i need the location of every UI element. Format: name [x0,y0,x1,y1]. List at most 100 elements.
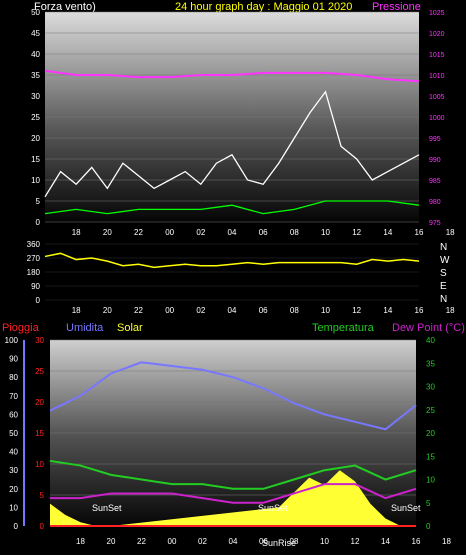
direction-axis-tick: 180 [27,268,41,277]
x-tick: 08 [290,228,299,237]
rain-axis-tick: 30 [35,336,44,345]
pressure-axis-tick: 980 [429,199,441,206]
x-tick: 00 [165,228,174,237]
wind-axis-tick: 15 [31,155,40,164]
humidity-axis-tick: 0 [14,522,19,531]
x-tick: 00 [168,537,177,546]
pressure-axis-tick: 1020 [429,31,445,38]
x-tick: 18 [72,306,81,315]
x-tick: 12 [352,306,361,315]
temperature-axis-tick: 30 [426,383,435,392]
direction-axis-tick: 360 [27,240,41,249]
temperature-axis-tick: 40 [426,336,435,345]
x-tick: 16 [412,537,421,546]
sunset-label-1: SunSet [92,503,122,513]
pressure-axis-tick: 1015 [429,52,445,59]
wind-axis-tick: 5 [36,197,41,206]
x-tick: 14 [381,537,390,546]
x-tick: 20 [107,537,116,546]
x-tick: 08 [290,306,299,315]
wind-axis-tick: 0 [36,218,41,227]
x-tick: 04 [228,306,237,315]
x-tick: 22 [134,306,143,315]
x-tick: 10 [321,306,330,315]
sunset-label-3: SunSet [391,503,421,513]
x-tick: 18 [446,228,455,237]
legend-dew-point: Dew Point (°C) [392,322,465,334]
series-line-vento-medio [44,200,420,215]
x-tick: 22 [137,537,146,546]
x-tick: 14 [383,306,392,315]
wind-axis-tick: 35 [31,71,40,80]
compass-label: S [440,268,447,279]
wind-axis-tick: 50 [31,8,40,17]
compass-label: N [440,242,447,253]
legend-solar: Solar [117,322,143,334]
x-tick: 18 [446,306,455,315]
rain-axis-tick: 10 [35,460,44,469]
x-tick: 20 [103,228,112,237]
x-tick: 20 [103,306,112,315]
x-tick: 06 [259,306,268,315]
humidity-axis-tick: 50 [9,429,18,438]
legend-temperature: Temperatura [312,322,375,334]
compass-label: W [440,255,450,266]
x-tick: 14 [383,228,392,237]
humidity-axis-tick: 70 [9,392,18,401]
humidity-axis-tick: 40 [9,448,18,457]
legend-rain: Pioggia [2,322,40,334]
temperature-axis-tick: 20 [426,429,435,438]
x-tick: 10 [320,537,329,546]
pressure-axis-tick: 995 [429,136,441,143]
x-tick: 18 [72,228,81,237]
x-tick: 02 [196,228,205,237]
pressure-axis-tick: 1000 [429,115,445,122]
x-tick: 16 [415,306,424,315]
x-tick: 02 [198,537,207,546]
rain-axis-tick: 20 [35,398,44,407]
pressure-axis-tick: 985 [429,178,441,185]
pressure-axis-tick: 975 [429,220,441,227]
x-tick: 12 [352,228,361,237]
sunrise-label: SunRise [262,538,296,548]
temperature-axis-tick: 35 [426,359,435,368]
humidity-axis-tick: 60 [9,410,18,419]
x-tick: 10 [321,228,330,237]
x-tick: 04 [229,537,238,546]
pressure-axis-tick: 1010 [429,73,445,80]
series-area-solar [50,470,416,526]
direction-axis-tick: 90 [31,282,40,291]
legend-humidity: Umidita [66,322,104,334]
pressure-axis-tick: 990 [429,157,441,164]
x-tick: 18 [76,537,85,546]
compass-label: N [440,294,447,305]
compass-label: E [440,281,447,292]
rain-axis-tick: 5 [40,491,45,500]
series-line-temperatura [49,459,417,490]
wind-axis-tick: 40 [31,50,40,59]
temperature-axis-tick: 10 [426,476,435,485]
series-line-dew-point [50,483,417,504]
x-tick: 12 [351,537,360,546]
direction-axis-tick: 0 [36,296,41,305]
pressure-axis-tick: 1005 [429,94,445,101]
rain-axis-tick: 15 [35,429,44,438]
series-line-pressione [44,69,420,83]
x-tick: 08 [290,537,299,546]
humidity-axis-tick: 100 [5,336,19,345]
x-tick: 18 [442,537,451,546]
rain-axis-tick: 0 [40,522,45,531]
direction-axis-tick: 270 [27,254,41,263]
temperature-axis-tick: 25 [426,406,435,415]
series-line-direction [44,252,420,269]
humidity-axis-tick: 10 [9,503,18,512]
sunset-label-2: SunSet [258,503,288,513]
temperature-axis-tick: 0 [426,522,431,531]
page-title: 24 hour graph day : Maggio 01 2020 [175,1,352,13]
header-left-label: Forza vento) [34,1,96,13]
wind-axis-tick: 45 [31,29,40,38]
wind-axis-tick: 25 [31,113,40,122]
wind-axis-tick: 30 [31,92,40,101]
series-line-forza-vento [44,90,420,198]
